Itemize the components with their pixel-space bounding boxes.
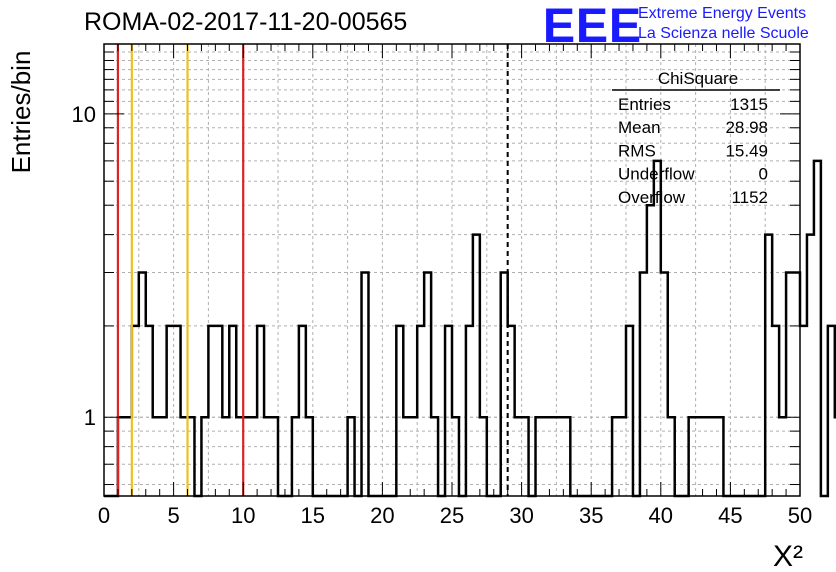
stats-row-value: 1152 bbox=[731, 188, 768, 207]
logo-subtitle-line2: La Scienza nelle Scuole bbox=[638, 25, 809, 42]
logo-subtitle-line1: Extreme Energy Events bbox=[638, 5, 807, 22]
stats-row-label: RMS bbox=[618, 141, 656, 160]
stats-row-value: 0 bbox=[759, 165, 768, 184]
stats-row-value: 28.98 bbox=[725, 118, 768, 137]
chart-title: ROMA-02-2017-11-20-00565 bbox=[84, 8, 408, 36]
histogram-series bbox=[104, 159, 836, 498]
x-tick-label: 30 bbox=[509, 503, 533, 528]
x-tick-label: 35 bbox=[579, 503, 603, 528]
x-tick-label: 50 bbox=[788, 503, 812, 528]
stats-row-value: 1315 bbox=[730, 95, 768, 114]
x-tick-label: 45 bbox=[718, 503, 742, 528]
stats-title: ChiSquare bbox=[658, 69, 738, 88]
x-tick-label: 0 bbox=[98, 503, 110, 528]
x-tick-label: 15 bbox=[301, 503, 325, 528]
x-axis-label: X² bbox=[773, 540, 803, 572]
x-tick-label: 25 bbox=[440, 503, 464, 528]
stats-row-label: Underflow bbox=[618, 165, 695, 184]
x-tick-label: 20 bbox=[370, 503, 394, 528]
stats-row-label: Mean bbox=[618, 118, 661, 137]
x-tick-label: 10 bbox=[231, 503, 255, 528]
stats-row-value: 15.49 bbox=[725, 141, 768, 160]
y-tick-label: 1 bbox=[84, 405, 96, 430]
x-tick-label: 5 bbox=[167, 503, 179, 528]
y-tick-label: 10 bbox=[72, 102, 96, 127]
stats-row-label: Overflow bbox=[618, 188, 686, 207]
y-axis-label: Entries/bin bbox=[6, 51, 36, 174]
x-tick-label: 40 bbox=[649, 503, 673, 528]
stats-row-label: Entries bbox=[618, 95, 671, 114]
